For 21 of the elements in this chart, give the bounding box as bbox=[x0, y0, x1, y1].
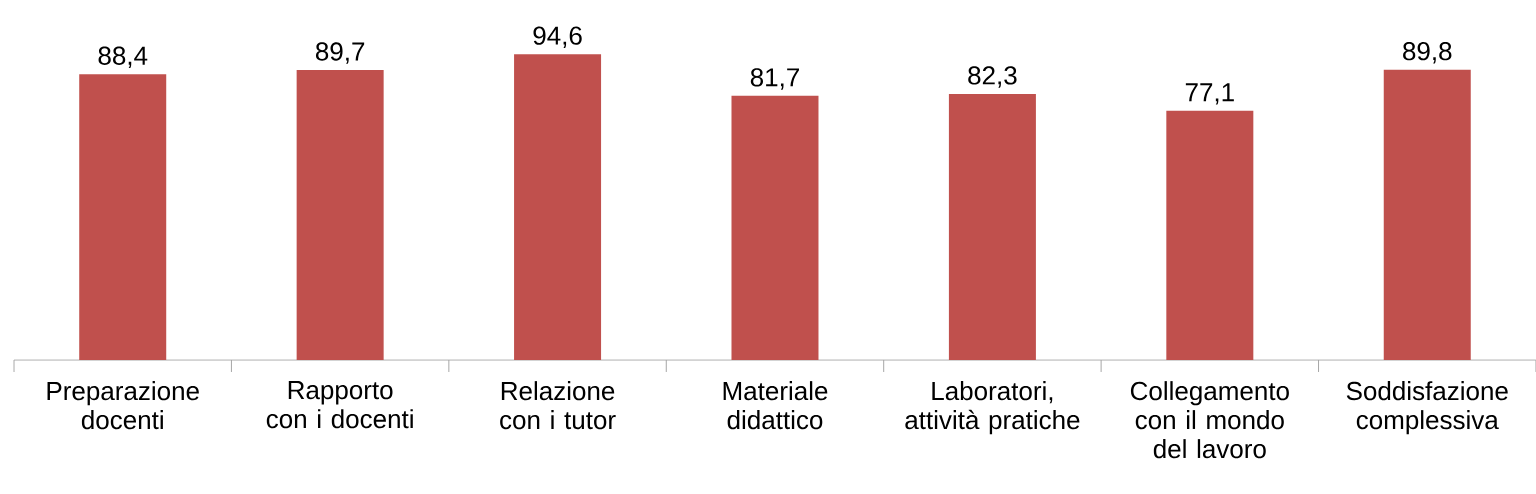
x-tick-label: Laboratori, attività pratiche bbox=[905, 381, 1080, 435]
data-label: 94,6 bbox=[533, 26, 582, 48]
x-tick-label: Rapporto con i docenti bbox=[266, 381, 413, 429]
data-label: 82,3 bbox=[968, 66, 1017, 88]
x-tick-label: Relazione con i tutor bbox=[500, 381, 616, 430]
data-label: 77,1 bbox=[1185, 83, 1234, 105]
data-label: 89,8 bbox=[1403, 41, 1452, 64]
bar bbox=[296, 69, 384, 360]
bar bbox=[514, 54, 602, 360]
bar bbox=[948, 93, 1036, 360]
bar bbox=[1383, 69, 1471, 360]
x-tick-label: Collegamento con il mondo del lavoro bbox=[1130, 381, 1289, 459]
data-label: 89,7 bbox=[315, 42, 365, 64]
bar bbox=[731, 95, 819, 360]
data-label: 81,7 bbox=[750, 68, 799, 90]
data-label: 88,4 bbox=[98, 46, 148, 68]
x-tick-label: Soddisfazione complessiva bbox=[1346, 381, 1508, 435]
bar bbox=[1166, 110, 1254, 360]
x-tick-label: Materiale didattico bbox=[723, 381, 828, 430]
bar bbox=[79, 74, 167, 360]
x-tick-label: Preparazione docenti bbox=[47, 381, 199, 430]
